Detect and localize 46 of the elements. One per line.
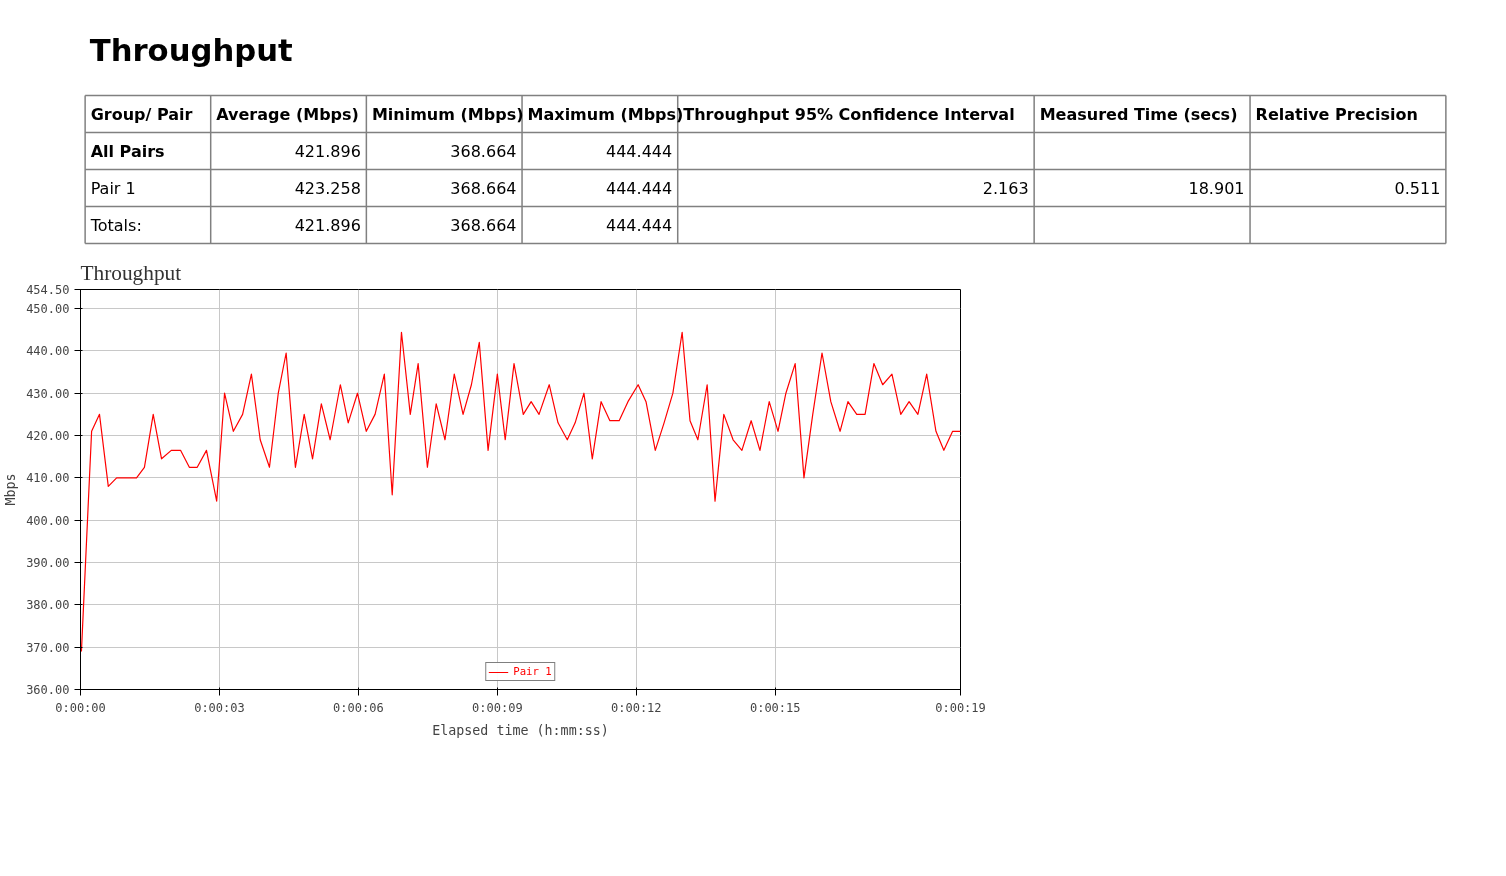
y-tick-label: 380.00 xyxy=(26,598,70,613)
category-label: All Pairs xyxy=(90,141,165,161)
category-label: Totals: xyxy=(90,215,142,235)
y-tick-label: 454.50 xyxy=(26,283,70,297)
text: 368.664 xyxy=(450,216,517,235)
text: 423.258 xyxy=(294,179,361,198)
x-axis-title: Elapsed time (h:mm:ss) xyxy=(432,722,609,738)
category-label: Minimum (Mbps) xyxy=(371,104,524,124)
x-tick-label: 0:00:09 xyxy=(472,700,523,715)
x-tick-label: 0:00:03 xyxy=(194,700,245,715)
y-tick-label: 450.00 xyxy=(26,302,70,317)
x-tick-label: 0:00:12 xyxy=(611,700,662,715)
legend-label: Pair 1 xyxy=(513,665,552,678)
chart-title: Throughput xyxy=(80,260,182,285)
text: 444.444 xyxy=(606,216,673,235)
line-series xyxy=(80,331,961,652)
text: 18.901 xyxy=(1188,179,1245,198)
text: 444.444 xyxy=(606,179,673,198)
x-tick-label: 0:00:00 xyxy=(55,700,106,715)
category-label: Relative Precision xyxy=(1255,104,1418,124)
y-tick-label: 440.00 xyxy=(26,344,70,359)
x-tick-label: 0:00:19 xyxy=(935,700,986,715)
text: 444.444 xyxy=(606,142,673,161)
text: 368.664 xyxy=(450,179,517,198)
category-label: Measured Time (secs) xyxy=(1039,104,1238,124)
y-tick-label: 410.00 xyxy=(26,471,70,486)
text: Throughput xyxy=(89,33,293,68)
y-tick-label: 430.00 xyxy=(26,386,70,401)
text: 421.896 xyxy=(294,142,361,161)
x-tick-label: 0:00:06 xyxy=(333,700,384,715)
category-label: Average (Mbps) xyxy=(216,104,359,124)
text: 421.896 xyxy=(294,216,361,235)
text: 2.163 xyxy=(982,179,1029,198)
x-tick-label: 0:00:15 xyxy=(749,700,801,715)
category-label: Pair 1 xyxy=(90,178,136,198)
y-tick-label: 420.00 xyxy=(26,429,70,444)
y-axis-title: Mbps xyxy=(3,473,19,506)
category-label: Group/ Pair xyxy=(90,104,193,124)
y-tick-label: 370.00 xyxy=(26,640,70,655)
text: 368.664 xyxy=(450,142,517,161)
y-tick-label: 360.00 xyxy=(26,683,70,697)
category-label: Maximum (Mbps) xyxy=(527,104,684,124)
y-tick-label: 400.00 xyxy=(26,513,70,528)
text: 0.511 xyxy=(1394,179,1441,198)
y-tick-label: 390.00 xyxy=(26,556,70,571)
category-label: Throughput 95% Confidence Interval xyxy=(683,104,1015,124)
